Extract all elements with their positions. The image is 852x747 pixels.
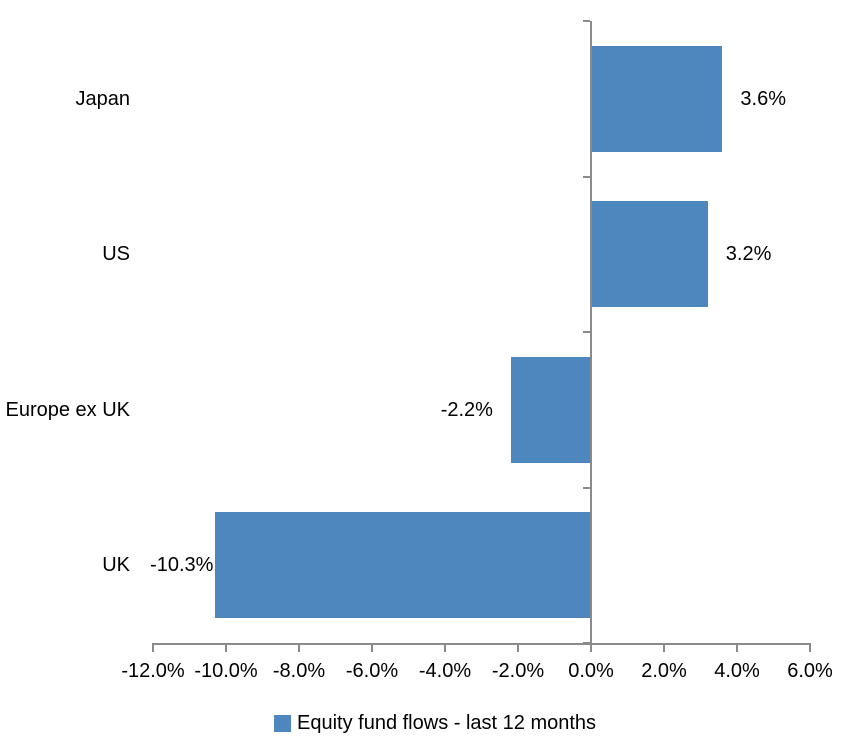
- bar-us: [591, 201, 708, 308]
- x-axis-tick-label: 6.0%: [787, 660, 833, 682]
- category-label-uk: UK: [102, 554, 130, 577]
- bar-europe-ex-uk: [510, 356, 591, 463]
- y-axis-tick: [583, 331, 590, 333]
- value-label-us: 3.2%: [725, 243, 772, 266]
- x-axis-tick-label: -2.0%: [491, 660, 545, 682]
- category-label-japan: Japan: [75, 87, 131, 110]
- y-axis-tick: [583, 486, 590, 489]
- x-axis-tick: [225, 645, 227, 652]
- x-axis-tick: [444, 645, 446, 652]
- bar-uk: [215, 512, 591, 619]
- x-axis-tick-label: 0.0%: [568, 660, 614, 682]
- y-axis-tick: [583, 20, 590, 22]
- x-axis-tick: [371, 645, 373, 652]
- x-axis-tick-label: -6.0%: [345, 660, 399, 682]
- legend: Equity fund flows - last 12 months: [274, 711, 596, 735]
- legend-label: Equity fund flows - last 12 months: [297, 712, 597, 734]
- value-label-japan: 3.6%: [740, 87, 786, 110]
- x-axis-tick-label: -4.0%: [418, 660, 472, 682]
- x-axis-tick: [663, 645, 665, 652]
- legend-swatch: [274, 714, 291, 732]
- x-axis-tick: [152, 645, 154, 652]
- x-axis-tick: [809, 645, 811, 652]
- x-axis-tick-label: -10.0%: [194, 660, 258, 682]
- value-label-europe-ex-uk: -2.2%: [440, 398, 493, 421]
- x-axis-tick-label: 2.0%: [641, 660, 687, 682]
- x-axis-tick: [736, 645, 738, 652]
- y-axis-line: [590, 21, 592, 652]
- x-axis-tick: [517, 645, 519, 652]
- category-label-us: US: [102, 243, 130, 266]
- category-label-europe-ex-uk: Europe ex UK: [5, 398, 130, 421]
- x-axis-line: [152, 643, 811, 645]
- bar-japan: [591, 45, 723, 152]
- y-axis-tick: [583, 175, 590, 178]
- x-axis-tick-label: -12.0%: [121, 660, 185, 682]
- x-axis-tick: [298, 645, 300, 652]
- x-axis-tick: [590, 645, 592, 652]
- x-axis-tick-label: 4.0%: [714, 660, 760, 682]
- x-axis-tick-label: -8.0%: [272, 660, 326, 682]
- value-label-uk: -10.3%: [150, 554, 214, 577]
